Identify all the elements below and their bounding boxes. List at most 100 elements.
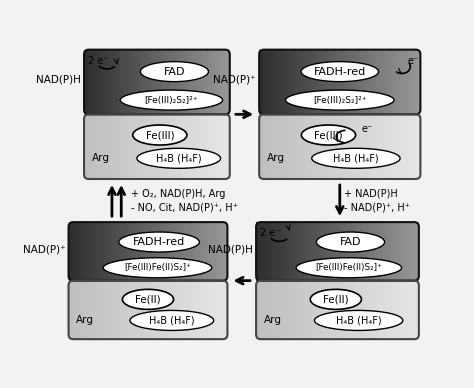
Polygon shape [196, 222, 200, 281]
Polygon shape [172, 114, 175, 179]
Polygon shape [84, 50, 88, 114]
Polygon shape [113, 50, 117, 114]
Polygon shape [124, 281, 128, 339]
Polygon shape [321, 222, 325, 281]
Polygon shape [392, 114, 396, 179]
Polygon shape [263, 50, 267, 114]
Text: NAD(P)⁺: NAD(P)⁺ [23, 244, 65, 254]
Polygon shape [415, 281, 419, 339]
Polygon shape [99, 50, 102, 114]
Polygon shape [160, 222, 164, 281]
Polygon shape [284, 281, 289, 339]
Polygon shape [142, 50, 146, 114]
Polygon shape [287, 50, 292, 114]
Polygon shape [319, 50, 324, 114]
Polygon shape [388, 50, 392, 114]
Polygon shape [157, 50, 161, 114]
Polygon shape [200, 222, 204, 281]
Polygon shape [106, 114, 109, 179]
Polygon shape [260, 281, 264, 339]
Ellipse shape [296, 258, 401, 278]
Polygon shape [164, 281, 168, 339]
Polygon shape [328, 50, 332, 114]
Text: + O₂, NAD(P)H, Arg: + O₂, NAD(P)H, Arg [131, 189, 226, 199]
Polygon shape [256, 222, 260, 281]
Polygon shape [324, 114, 328, 179]
Polygon shape [404, 50, 408, 114]
Polygon shape [108, 222, 112, 281]
Polygon shape [333, 222, 337, 281]
Polygon shape [124, 114, 128, 179]
Polygon shape [382, 222, 386, 281]
Polygon shape [168, 222, 172, 281]
Polygon shape [190, 114, 193, 179]
Polygon shape [376, 50, 380, 114]
Ellipse shape [120, 90, 223, 110]
Polygon shape [356, 114, 360, 179]
Polygon shape [211, 114, 215, 179]
Polygon shape [268, 281, 273, 339]
Polygon shape [407, 281, 410, 339]
Text: e⁻: e⁻ [408, 56, 419, 66]
Polygon shape [95, 114, 99, 179]
Ellipse shape [314, 310, 403, 331]
Polygon shape [117, 50, 120, 114]
Polygon shape [128, 222, 132, 281]
Text: FAD: FAD [164, 67, 185, 77]
Polygon shape [350, 222, 354, 281]
Polygon shape [81, 281, 84, 339]
Polygon shape [344, 50, 348, 114]
Polygon shape [293, 222, 297, 281]
Polygon shape [152, 281, 156, 339]
Polygon shape [372, 114, 376, 179]
Polygon shape [317, 281, 321, 339]
Polygon shape [176, 281, 180, 339]
Polygon shape [295, 50, 300, 114]
Polygon shape [211, 281, 216, 339]
Polygon shape [188, 222, 191, 281]
Polygon shape [281, 222, 284, 281]
Polygon shape [204, 281, 208, 339]
Polygon shape [92, 222, 96, 281]
Polygon shape [360, 50, 364, 114]
Polygon shape [180, 281, 184, 339]
Polygon shape [84, 114, 88, 179]
Text: FAD: FAD [340, 237, 361, 247]
Polygon shape [193, 50, 197, 114]
Polygon shape [175, 114, 179, 179]
Polygon shape [131, 114, 135, 179]
Polygon shape [276, 281, 281, 339]
Polygon shape [176, 222, 180, 281]
Polygon shape [319, 114, 324, 179]
Text: 2 e⁻: 2 e⁻ [260, 228, 281, 238]
Polygon shape [292, 50, 295, 114]
Polygon shape [140, 281, 144, 339]
Polygon shape [317, 222, 321, 281]
Polygon shape [332, 50, 336, 114]
Polygon shape [104, 281, 108, 339]
Polygon shape [267, 114, 271, 179]
Polygon shape [410, 281, 415, 339]
Polygon shape [386, 222, 391, 281]
Polygon shape [89, 222, 92, 281]
Polygon shape [150, 50, 153, 114]
Polygon shape [180, 222, 184, 281]
Polygon shape [259, 50, 263, 114]
Polygon shape [204, 222, 208, 281]
Polygon shape [196, 281, 200, 339]
Polygon shape [336, 50, 340, 114]
Polygon shape [117, 114, 120, 179]
Polygon shape [392, 50, 396, 114]
Polygon shape [156, 281, 160, 339]
Polygon shape [350, 281, 354, 339]
Polygon shape [384, 114, 388, 179]
Polygon shape [400, 114, 404, 179]
Polygon shape [301, 281, 305, 339]
Polygon shape [208, 281, 211, 339]
Ellipse shape [140, 62, 209, 81]
Polygon shape [354, 222, 358, 281]
Polygon shape [76, 281, 81, 339]
Polygon shape [404, 114, 408, 179]
Polygon shape [368, 114, 372, 179]
Polygon shape [84, 222, 89, 281]
